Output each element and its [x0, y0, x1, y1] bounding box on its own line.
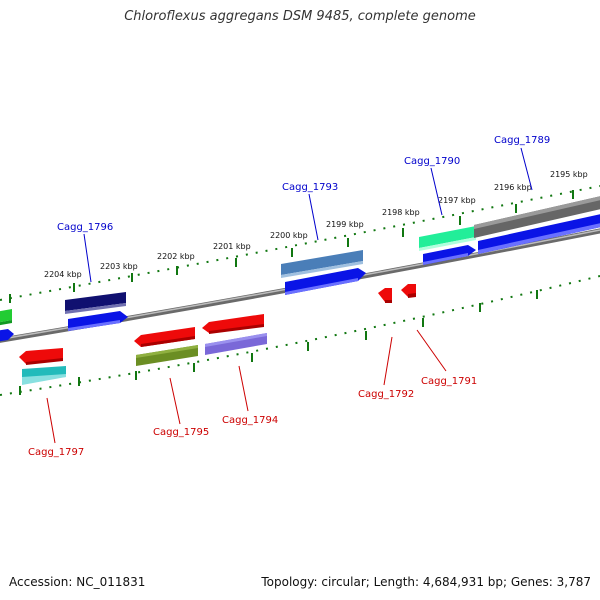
cds-feature[interactable] — [419, 226, 476, 251]
inner-scale-ring — [0, 275, 600, 396]
gene-label-cagg-1796[interactable]: Cagg_1796 — [57, 222, 113, 233]
scale-label-2199: 2199 kbp — [326, 220, 364, 229]
cds-feature[interactable] — [19, 348, 63, 365]
cds-feature[interactable] — [474, 194, 600, 238]
scale-label-2202: 2202 kbp — [157, 252, 195, 261]
scale-label-2198: 2198 kbp — [382, 208, 420, 217]
scale-labels: 2204 kbp 2203 kbp 2202 kbp 2201 kbp 2200… — [44, 170, 588, 279]
scale-label-2201: 2201 kbp — [213, 242, 251, 251]
map-title: Chloroflexus aggregans DSM 9485, complet… — [124, 9, 476, 24]
cds-feature[interactable] — [281, 250, 363, 278]
gene-label-cagg-1790[interactable]: Cagg_1790 — [404, 156, 460, 167]
cds-feature[interactable] — [134, 327, 195, 347]
cds-feature[interactable] — [65, 292, 126, 314]
cds-feature[interactable] — [423, 245, 476, 265]
minus-strand-features — [19, 284, 416, 385]
gene-label-cagg-1795[interactable]: Cagg_1795 — [153, 427, 209, 438]
cds-feature[interactable] — [378, 288, 392, 303]
cds-feature[interactable] — [285, 268, 366, 295]
genome-summary: Topology: circular; Length: 4,684,931 bp… — [261, 575, 591, 589]
outer-major-ticks — [9, 190, 574, 303]
cds-feature[interactable] — [202, 314, 264, 334]
scale-label-2204: 2204 kbp — [44, 270, 82, 279]
cds-feature[interactable] — [478, 212, 600, 254]
gene-labels: Cagg_1789 Cagg_1790 Cagg_1793 Cagg_1796 … — [28, 135, 550, 458]
cds-feature[interactable] — [0, 309, 12, 326]
cds-feature[interactable] — [205, 333, 267, 355]
cds-feature[interactable] — [136, 345, 198, 366]
accession-label: Accession: NC_011831 — [9, 575, 146, 589]
cds-feature[interactable] — [401, 284, 416, 298]
cds-feature[interactable] — [0, 329, 14, 342]
scale-label-2197: 2197 kbp — [438, 196, 476, 205]
inner-major-ticks — [19, 290, 538, 395]
label-leaders — [46, 147, 533, 444]
plus-strand-features — [0, 194, 600, 342]
gene-label-cagg-1792[interactable]: Cagg_1792 — [358, 389, 414, 400]
scale-label-2196: 2196 kbp — [494, 183, 532, 192]
gene-label-cagg-1789[interactable]: Cagg_1789 — [494, 135, 550, 146]
gene-label-cagg-1794[interactable]: Cagg_1794 — [222, 415, 278, 426]
gene-label-cagg-1797[interactable]: Cagg_1797 — [28, 447, 84, 458]
cds-feature[interactable] — [22, 366, 66, 385]
gene-label-cagg-1791[interactable]: Cagg_1791 — [421, 376, 477, 387]
scale-label-2200: 2200 kbp — [270, 231, 308, 240]
scale-label-2195: 2195 kbp — [550, 170, 588, 179]
scale-label-2203: 2203 kbp — [100, 262, 138, 271]
gene-label-cagg-1793[interactable]: Cagg_1793 — [282, 182, 338, 193]
cds-feature[interactable] — [68, 311, 128, 331]
